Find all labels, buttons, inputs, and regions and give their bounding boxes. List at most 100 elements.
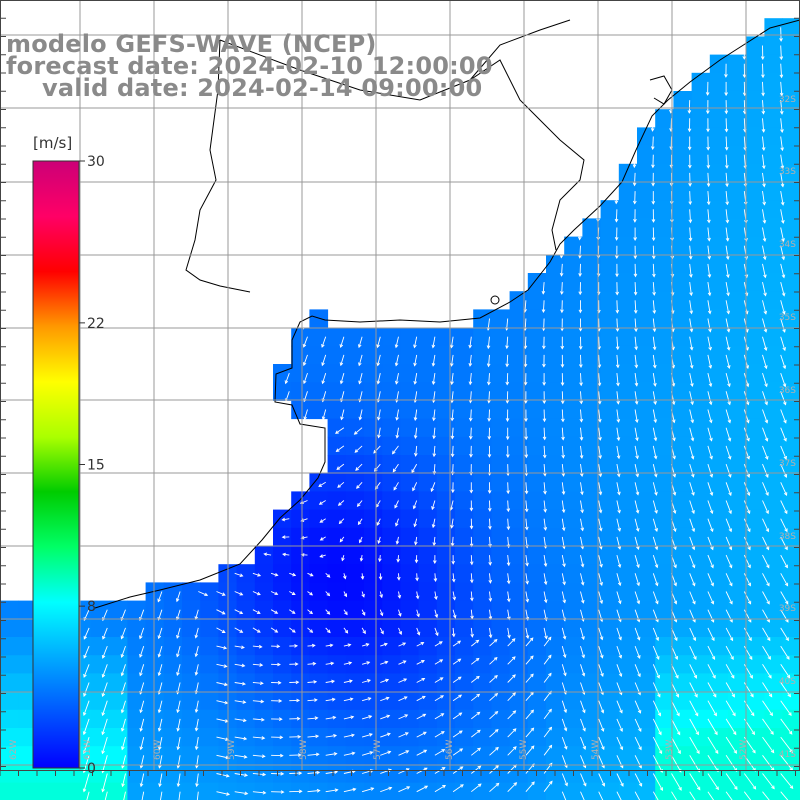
wind-arrow	[176, 737, 181, 751]
wind-arrow	[561, 700, 568, 714]
wind-arrow	[707, 409, 713, 424]
wind-arrow	[216, 645, 228, 650]
field-cell	[782, 109, 800, 128]
wind-arrow	[471, 765, 482, 774]
field-cell	[764, 582, 784, 602]
field-cell	[691, 309, 711, 329]
field-cell	[600, 364, 620, 383]
lat-label: 39S	[779, 604, 796, 614]
field-cell	[728, 491, 747, 511]
field-cell	[618, 764, 638, 784]
wind-arrow	[343, 733, 355, 738]
wind-arrow	[707, 718, 718, 736]
field-cell	[273, 564, 292, 583]
wind-arrow	[652, 645, 660, 660]
field-cell	[382, 618, 401, 638]
colorbar-tick-label: 15	[87, 458, 105, 474]
field-cell	[291, 728, 310, 747]
wind-arrow	[561, 645, 567, 659]
field-cell	[418, 764, 438, 784]
wind-arrow	[615, 282, 619, 296]
field-cell	[655, 436, 674, 456]
field-cell	[564, 382, 583, 401]
field-cell	[709, 509, 729, 529]
field-cell	[746, 145, 765, 165]
field-cell	[546, 382, 565, 401]
field-cell	[600, 637, 620, 656]
wind-arrow	[413, 409, 418, 422]
field-cell	[382, 382, 401, 401]
field-cell	[527, 327, 547, 347]
wind-arrow	[707, 736, 719, 755]
field-cell	[364, 618, 383, 638]
field-cell	[400, 327, 420, 347]
wind-arrow	[123, 791, 126, 800]
wind-arrow	[139, 718, 145, 732]
field-cell	[18, 746, 37, 765]
field-cell	[473, 600, 492, 620]
field-cell	[291, 673, 310, 693]
field-cell	[236, 673, 256, 693]
wind-arrow	[471, 711, 481, 720]
field-cell	[691, 127, 711, 147]
field-cell	[546, 637, 565, 656]
wind-arrow	[634, 409, 639, 423]
wind-arrow	[468, 409, 473, 422]
field-cell	[200, 655, 219, 674]
field-cell	[709, 564, 729, 583]
field-cell	[0, 691, 19, 711]
wind-arrow	[376, 354, 381, 367]
wind-arrow	[319, 554, 326, 558]
field-cell	[527, 728, 547, 747]
field-cell	[345, 546, 365, 565]
wind-arrow	[434, 695, 445, 702]
wind-arrow	[652, 536, 659, 551]
field-cell	[491, 527, 511, 547]
wind-arrow	[525, 637, 534, 647]
field-cell	[673, 746, 693, 765]
field-cell	[655, 182, 674, 201]
wind-arrow	[321, 409, 327, 421]
wind-arrow	[651, 245, 656, 260]
field-cell	[709, 709, 729, 729]
wind-arrow	[398, 627, 402, 636]
field-cell	[691, 709, 711, 729]
field-cell	[691, 182, 711, 201]
wind-arrow	[689, 409, 695, 424]
field-cell	[436, 600, 456, 620]
wind-arrow	[542, 373, 546, 386]
field-cell	[600, 254, 620, 274]
wind-arrow	[396, 573, 401, 581]
wind-arrow	[270, 609, 279, 614]
field-cell	[655, 491, 674, 511]
field-cell	[582, 546, 602, 565]
field-cell	[273, 618, 292, 638]
field-cell	[728, 291, 747, 310]
wind-arrow	[762, 682, 773, 698]
wind-arrow	[707, 573, 714, 587]
field-cell	[728, 600, 747, 620]
wind-arrow	[779, 45, 784, 61]
wind-arrow	[325, 679, 336, 684]
wind-arrow	[725, 573, 733, 587]
wind-arrow	[543, 627, 548, 640]
field-cell	[728, 436, 747, 456]
field-cell	[145, 782, 165, 800]
field-cell	[291, 709, 310, 729]
wind-arrow	[689, 500, 695, 515]
field-cell	[673, 345, 693, 365]
wind-arrow	[141, 791, 145, 800]
wind-arrow	[780, 191, 785, 206]
field-cell	[655, 691, 674, 711]
field-cell	[455, 400, 474, 420]
wind-arrow	[652, 318, 657, 333]
field-cell	[418, 418, 438, 438]
field-cell	[400, 436, 420, 456]
field-cell	[236, 655, 256, 674]
wind-arrow	[450, 354, 454, 367]
field-cell	[127, 782, 147, 800]
wind-arrow	[541, 300, 546, 314]
field-cell	[637, 327, 656, 347]
wind-arrow	[561, 573, 566, 586]
field-cell	[418, 728, 438, 747]
